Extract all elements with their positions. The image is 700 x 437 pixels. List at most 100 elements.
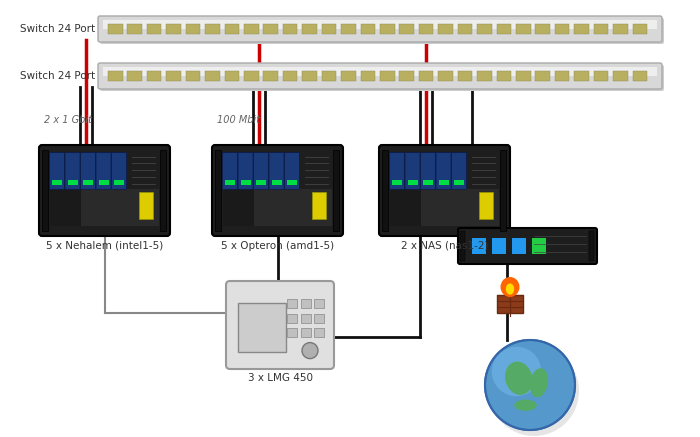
Bar bbox=[114, 180, 124, 185]
Bar bbox=[536, 24, 550, 34]
Bar bbox=[594, 24, 608, 34]
Bar bbox=[241, 180, 251, 185]
Ellipse shape bbox=[505, 361, 533, 395]
FancyBboxPatch shape bbox=[458, 228, 597, 264]
Bar bbox=[256, 180, 266, 185]
Text: 2 x NAS (nas1-2): 2 x NAS (nas1-2) bbox=[400, 241, 489, 251]
FancyBboxPatch shape bbox=[98, 63, 662, 89]
Bar bbox=[419, 71, 433, 81]
Bar bbox=[205, 71, 220, 81]
Bar bbox=[272, 180, 281, 185]
Ellipse shape bbox=[500, 277, 519, 297]
Bar bbox=[244, 24, 258, 34]
Bar bbox=[103, 67, 657, 76]
FancyBboxPatch shape bbox=[98, 16, 662, 42]
FancyBboxPatch shape bbox=[65, 153, 80, 189]
Bar bbox=[400, 24, 414, 34]
Bar bbox=[52, 180, 62, 185]
Bar bbox=[160, 150, 166, 231]
Bar bbox=[536, 71, 550, 81]
Bar bbox=[108, 71, 122, 81]
Bar bbox=[322, 24, 336, 34]
Bar bbox=[127, 71, 142, 81]
Bar bbox=[225, 71, 239, 81]
FancyBboxPatch shape bbox=[226, 281, 334, 369]
Bar bbox=[283, 71, 298, 81]
Bar bbox=[238, 302, 286, 352]
Bar bbox=[223, 189, 254, 226]
Bar bbox=[147, 71, 162, 81]
FancyBboxPatch shape bbox=[421, 153, 435, 189]
Bar bbox=[225, 180, 235, 185]
Text: 100 Mbit: 100 Mbit bbox=[217, 115, 260, 125]
Bar bbox=[512, 238, 526, 254]
Bar bbox=[392, 180, 402, 185]
Bar bbox=[50, 189, 159, 226]
Bar bbox=[458, 71, 472, 81]
Bar bbox=[314, 328, 324, 337]
Bar bbox=[341, 71, 356, 81]
FancyBboxPatch shape bbox=[389, 153, 405, 189]
Text: Switch 24 Port: Switch 24 Port bbox=[20, 24, 95, 34]
Bar bbox=[419, 24, 433, 34]
Bar bbox=[223, 189, 332, 226]
Ellipse shape bbox=[514, 399, 537, 411]
Bar bbox=[460, 231, 465, 261]
FancyBboxPatch shape bbox=[96, 153, 111, 189]
Bar bbox=[67, 180, 78, 185]
Bar bbox=[244, 71, 258, 81]
Bar bbox=[300, 314, 311, 323]
Bar bbox=[225, 24, 239, 34]
FancyBboxPatch shape bbox=[111, 153, 127, 189]
Bar bbox=[287, 314, 297, 323]
FancyBboxPatch shape bbox=[284, 153, 300, 189]
Text: 5 x Nehalem (intel1-5): 5 x Nehalem (intel1-5) bbox=[46, 241, 163, 251]
Bar bbox=[594, 71, 608, 81]
Bar bbox=[215, 150, 221, 231]
FancyBboxPatch shape bbox=[253, 153, 269, 189]
Bar bbox=[633, 24, 647, 34]
Bar bbox=[390, 189, 421, 226]
Bar bbox=[360, 71, 375, 81]
Circle shape bbox=[302, 343, 318, 359]
Bar bbox=[438, 71, 453, 81]
FancyBboxPatch shape bbox=[223, 153, 237, 189]
Bar bbox=[382, 150, 388, 231]
Bar bbox=[574, 71, 589, 81]
Bar bbox=[263, 71, 278, 81]
Bar bbox=[633, 71, 647, 81]
Bar bbox=[438, 24, 453, 34]
Bar bbox=[50, 189, 81, 226]
Bar bbox=[516, 71, 531, 81]
Text: 3 x LMG 450: 3 x LMG 450 bbox=[248, 373, 312, 383]
Bar bbox=[472, 238, 486, 254]
Bar bbox=[400, 71, 414, 81]
FancyBboxPatch shape bbox=[269, 153, 284, 189]
Bar bbox=[438, 180, 449, 185]
FancyBboxPatch shape bbox=[212, 145, 343, 236]
Bar bbox=[613, 24, 628, 34]
Bar bbox=[42, 150, 48, 231]
Bar bbox=[360, 24, 375, 34]
FancyBboxPatch shape bbox=[379, 145, 510, 236]
Bar bbox=[341, 24, 356, 34]
Bar bbox=[186, 71, 200, 81]
Bar bbox=[83, 180, 93, 185]
Bar bbox=[147, 24, 162, 34]
Bar bbox=[108, 24, 122, 34]
FancyBboxPatch shape bbox=[405, 153, 420, 189]
Bar bbox=[300, 299, 311, 308]
Bar bbox=[99, 180, 108, 185]
Bar bbox=[589, 231, 594, 261]
Bar bbox=[496, 71, 511, 81]
Bar bbox=[287, 328, 297, 337]
Bar bbox=[380, 24, 395, 34]
FancyBboxPatch shape bbox=[50, 153, 64, 189]
FancyBboxPatch shape bbox=[39, 145, 170, 236]
Bar bbox=[302, 24, 317, 34]
FancyBboxPatch shape bbox=[100, 18, 664, 44]
Circle shape bbox=[485, 340, 575, 430]
Bar bbox=[322, 71, 336, 81]
Bar bbox=[312, 192, 326, 219]
Bar bbox=[407, 180, 417, 185]
